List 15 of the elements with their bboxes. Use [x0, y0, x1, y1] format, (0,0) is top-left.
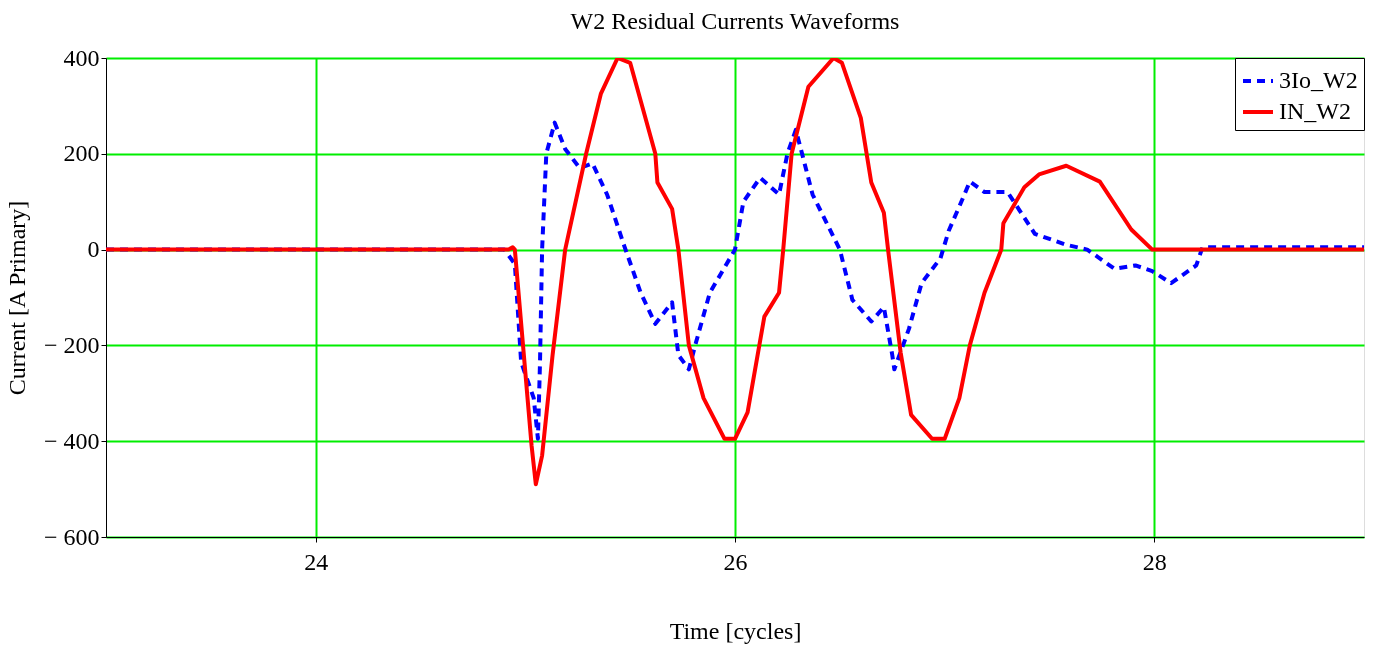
legend-label: IN_W2 [1279, 98, 1351, 124]
y-tick-label: − 200 [43, 331, 100, 358]
y-tick-label: 200 [63, 140, 100, 167]
x-tick-label: 26 [723, 548, 748, 575]
y-tick-label: − 400 [43, 427, 100, 454]
y-tick-label: 400 [63, 44, 100, 71]
x-tick-label: 28 [1142, 548, 1167, 575]
y-tick-label: − 600 [43, 523, 100, 550]
x-axis-title: Time [cycles] [669, 617, 802, 644]
y-tick-label: 0 [87, 236, 100, 263]
x-tick-label: 24 [304, 548, 329, 575]
legend-label: 3Io_W2 [1279, 67, 1358, 93]
y-axis-title: Current [A Primary] [3, 200, 30, 396]
chart-title: W2 Residual Currents Waveforms [570, 8, 900, 34]
line-series [106, 58, 1364, 487]
